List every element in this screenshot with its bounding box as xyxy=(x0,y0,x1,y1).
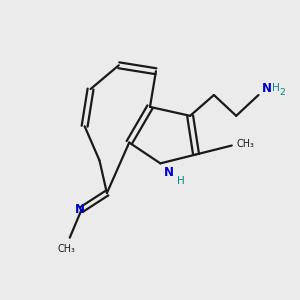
Text: CH₃: CH₃ xyxy=(236,139,254,149)
Text: N: N xyxy=(75,203,85,216)
Text: N: N xyxy=(262,82,272,95)
Text: N: N xyxy=(164,167,174,179)
Text: 2: 2 xyxy=(279,88,285,97)
Text: H: H xyxy=(177,176,184,186)
Text: CH₃: CH₃ xyxy=(58,244,76,254)
Text: H: H xyxy=(272,83,280,94)
